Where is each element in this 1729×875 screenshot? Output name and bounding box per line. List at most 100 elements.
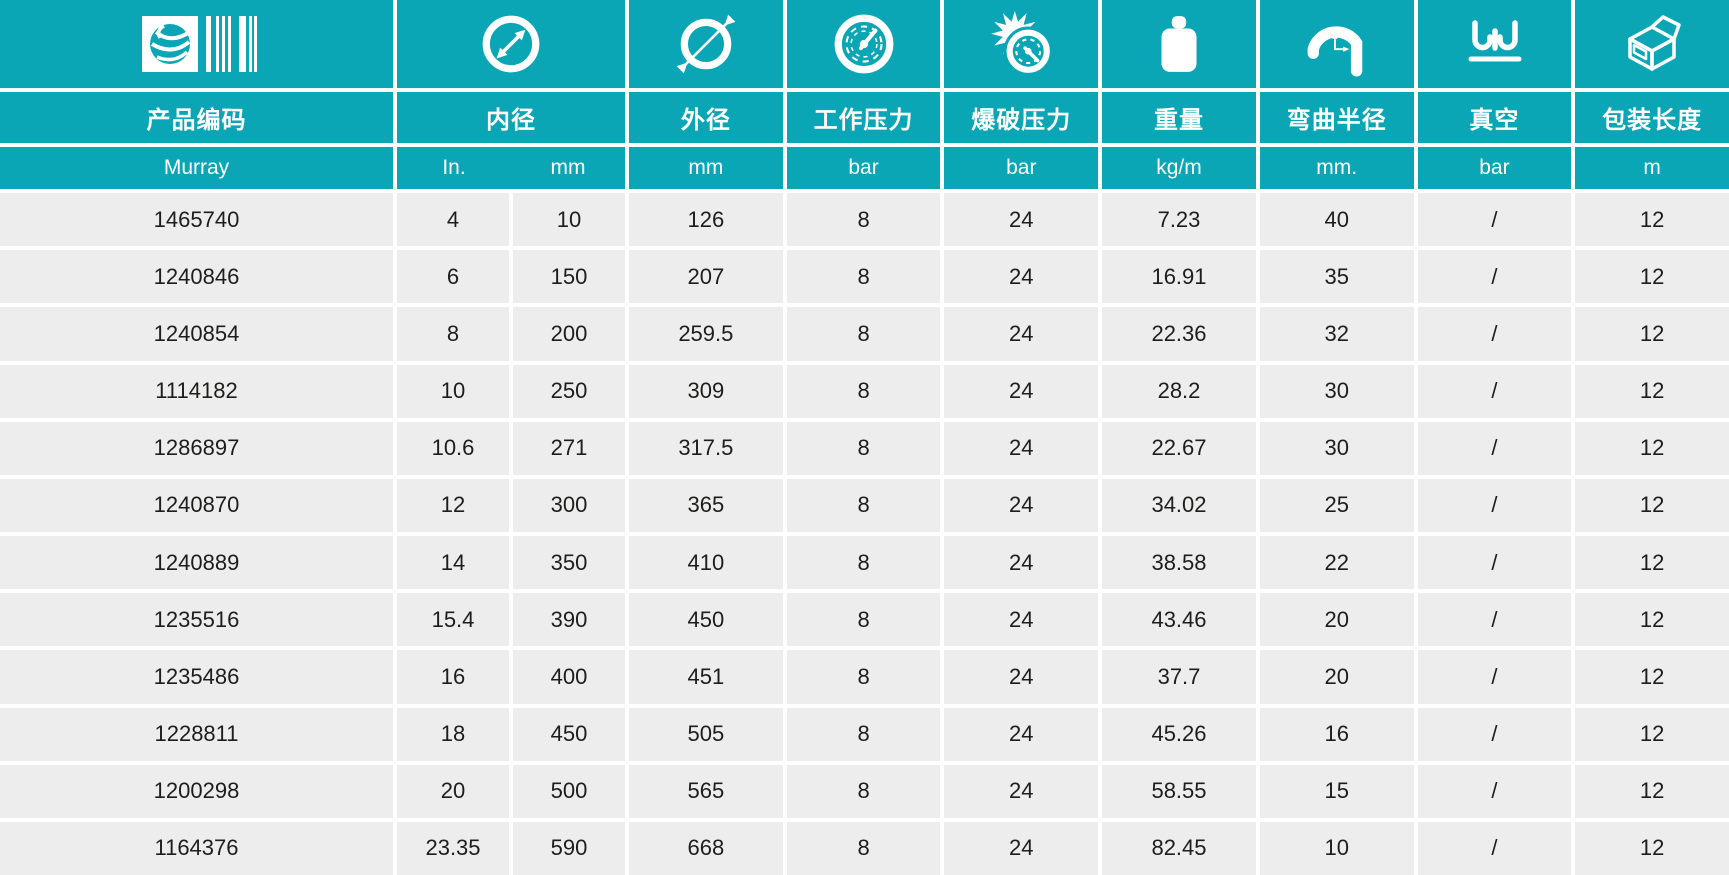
data-cell: 16.91 (1102, 250, 1256, 304)
data-cell: 15.4 (397, 593, 509, 647)
data-cell: 12 (1575, 250, 1729, 304)
data-cell: 28.2 (1102, 364, 1256, 418)
data-cell: 38.58 (1102, 536, 1256, 590)
data-cell: 12 (1575, 364, 1729, 418)
data-cell: 34.02 (1102, 478, 1256, 532)
data-cell: 20 (397, 764, 509, 818)
working-pressure-gauge-icon (834, 14, 893, 74)
data-cell: 565 (629, 764, 783, 818)
data-cell: 35 (1259, 250, 1414, 304)
header-burst-pressure: 爆破压力 (944, 92, 1099, 143)
unit-burst-pressure: bar (944, 147, 1099, 189)
data-cell: 300 (513, 478, 625, 532)
data-cell: 259.5 (629, 307, 783, 361)
data-cell: 668 (629, 821, 783, 875)
data-cell: 20 (1259, 650, 1414, 704)
data-cell: 12 (1575, 593, 1729, 647)
data-cell: 24 (944, 650, 1099, 704)
data-cell: 16 (1259, 707, 1414, 761)
data-cell: 8 (786, 821, 941, 875)
data-cell: 8 (397, 307, 509, 361)
product-code-cell: 1465740 (0, 193, 393, 247)
data-cell: 6 (397, 250, 509, 304)
data-cell: 150 (513, 250, 625, 304)
vacuum-icon (1468, 20, 1522, 62)
data-cell: 23.35 (397, 821, 509, 875)
data-cell: 22 (1259, 536, 1414, 590)
data-cell: 12 (1575, 764, 1729, 818)
data-cell: 24 (944, 821, 1099, 875)
header-product-code: 产品编码 (0, 92, 393, 143)
data-cell: / (1417, 593, 1572, 647)
product-code-cell: 1114182 (0, 364, 393, 418)
header-working-pressure: 工作压力 (786, 92, 941, 143)
data-cell: 207 (629, 250, 783, 304)
data-cell: 200 (513, 307, 625, 361)
data-cell: 12 (1575, 536, 1729, 590)
data-cell: 18 (397, 707, 509, 761)
data-cell: 20 (1259, 593, 1414, 647)
data-cell: 24 (944, 307, 1099, 361)
data-cell: 24 (944, 764, 1099, 818)
data-cell: 37.7 (1102, 650, 1256, 704)
data-cell: 451 (629, 650, 783, 704)
data-cell: 410 (629, 536, 783, 590)
data-cell: / (1417, 364, 1572, 418)
data-cell: 271 (513, 421, 625, 475)
unit-outer-diameter: mm (629, 147, 783, 189)
unit-inner-diameter: In. mm (397, 147, 625, 189)
data-cell: 8 (786, 421, 941, 475)
data-cell: / (1417, 478, 1572, 532)
packing-length-icon-cell (1575, 0, 1729, 88)
data-cell: 40 (1259, 193, 1414, 247)
data-cell: 24 (944, 364, 1099, 418)
data-cell: 12 (1575, 707, 1729, 761)
data-cell: 24 (944, 478, 1099, 532)
box-icon (1628, 15, 1681, 71)
data-cell: 12 (1575, 421, 1729, 475)
data-cell: 8 (786, 193, 941, 247)
data-cell: 590 (513, 821, 625, 875)
data-cell: 126 (629, 193, 783, 247)
header-packing-length: 包装长度 (1575, 92, 1729, 143)
data-cell: 365 (629, 478, 783, 532)
product-code-cell: 1164376 (0, 821, 393, 875)
data-cell: / (1417, 707, 1572, 761)
data-cell: 24 (944, 193, 1099, 247)
data-cell: 12 (1575, 478, 1729, 532)
data-cell: 10 (397, 364, 509, 418)
data-cell: 8 (786, 593, 941, 647)
data-cell: 8 (786, 707, 941, 761)
data-cell: 400 (513, 650, 625, 704)
data-cell: 30 (1259, 364, 1414, 418)
outer-diameter-icon-cell (629, 0, 783, 88)
data-cell: 309 (629, 364, 783, 418)
data-cell: 8 (786, 307, 941, 361)
product-code-cell: 1286897 (0, 421, 393, 475)
data-cell: / (1417, 193, 1572, 247)
data-cell: 22.36 (1102, 307, 1256, 361)
vacuum-icon-cell (1417, 0, 1572, 88)
data-cell: 22.67 (1102, 421, 1256, 475)
data-cell: / (1417, 421, 1572, 475)
unit-packing-length: m (1575, 147, 1729, 189)
data-cell: / (1417, 821, 1572, 875)
data-cell: / (1417, 536, 1572, 590)
data-cell: / (1417, 250, 1572, 304)
unit-weight: kg/m (1102, 147, 1256, 189)
data-cell: 12 (1575, 307, 1729, 361)
header-vacuum: 真空 (1417, 92, 1572, 143)
data-cell: / (1417, 764, 1572, 818)
unit-working-pressure: bar (786, 147, 941, 189)
unit-product-code: Murray (0, 147, 393, 189)
product-code-cell: 1240889 (0, 536, 393, 590)
data-cell: 8 (786, 364, 941, 418)
data-cell: 10.6 (397, 421, 509, 475)
inner-diameter-icon (482, 15, 540, 73)
unit-inner-diameter-in: In. (442, 156, 466, 179)
data-cell: 10 (513, 193, 625, 247)
data-cell: 12 (1575, 821, 1729, 875)
data-cell: 30 (1259, 421, 1414, 475)
header-bend-radius: 弯曲半径 (1259, 92, 1414, 143)
data-cell: 25 (1259, 478, 1414, 532)
